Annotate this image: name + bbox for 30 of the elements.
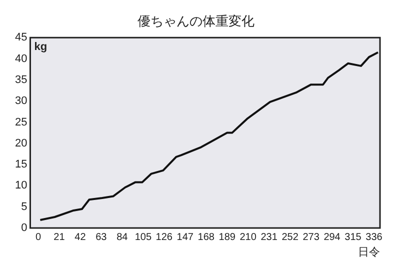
x-tick-label: 168 [198,232,215,243]
x-tick-label: 336 [366,232,383,243]
y-tick-label: 5 [21,200,28,213]
x-tick-label: 252 [282,232,299,243]
y-tick-label: 45 [14,32,28,44]
x-tick-label: 189 [218,232,236,243]
x-tick-label: 273 [302,232,320,243]
x-tick-label: 147 [176,232,194,243]
x-tick-label: 84 [116,232,128,243]
y-tick-label: 15 [14,158,28,171]
x-tick-label: 63 [96,232,108,243]
x-tick-label: 315 [344,232,362,243]
x-tick-label: 0 [35,232,42,243]
x-tick-label: 126 [156,232,173,243]
x-tick-label: 42 [74,232,86,243]
x-tick-label: 21 [54,232,66,243]
y-tick-label: 25 [14,116,28,128]
x-tick-label: 294 [324,232,341,243]
x-tick-label: 231 [260,232,278,243]
y-axis-title: kg [34,41,48,54]
x-tick-label: 105 [134,232,152,243]
y-tick-label: 10 [14,180,28,192]
y-tick-label: 30 [14,95,28,108]
chart-title: 優ちゃんの体重変化 [138,13,254,28]
y-tick-label: 0 [21,222,28,234]
y-tick-label: 40 [14,52,28,65]
y-tick-label: 35 [14,74,28,86]
x-tick-label: 210 [240,232,257,243]
y-tick-label: 20 [14,137,28,150]
x-axis-title: 日令 [358,246,380,259]
